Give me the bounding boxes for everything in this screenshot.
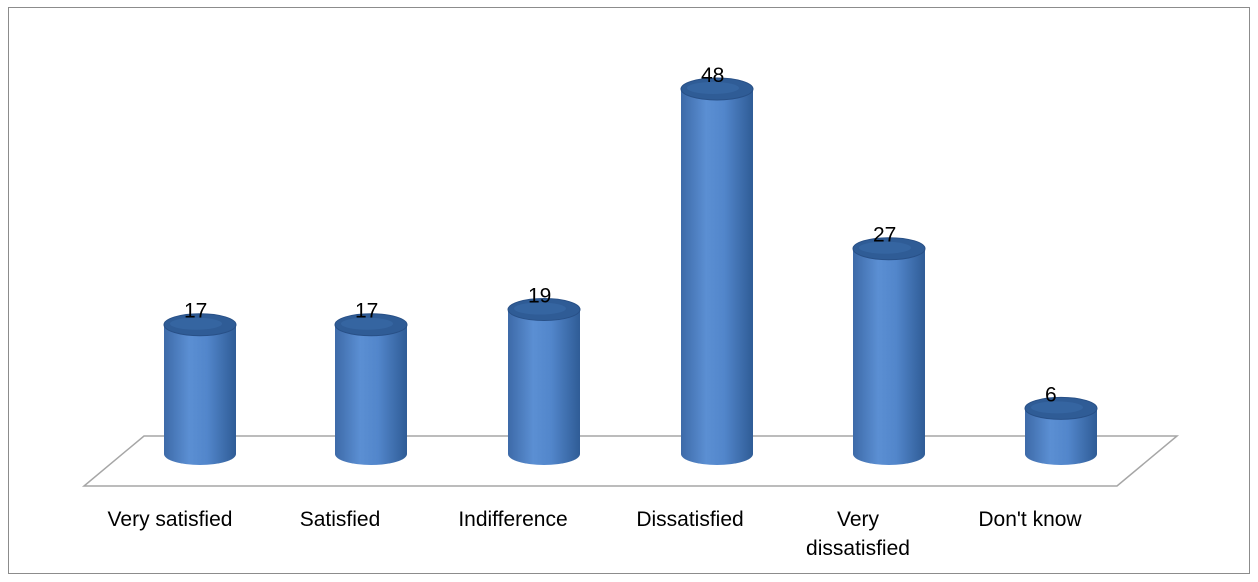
bar-top-sheen-6 bbox=[1031, 401, 1083, 414]
data-label-4: 48 bbox=[701, 64, 724, 87]
bar-3 bbox=[507, 298, 581, 465]
bar-body-1 bbox=[164, 324, 236, 465]
bar-body-3 bbox=[508, 309, 580, 465]
bar-1 bbox=[163, 313, 237, 465]
bar-top-sheen-4 bbox=[687, 82, 739, 94]
bar-body-5 bbox=[853, 248, 925, 465]
category-label-2: Satisfied bbox=[299, 508, 381, 531]
data-label-3: 19 bbox=[528, 285, 551, 308]
data-label-5: 27 bbox=[873, 224, 896, 247]
category-label-5: Very dissatisfied bbox=[806, 508, 910, 560]
category-label-6: Don't know bbox=[978, 508, 1082, 531]
bar-top-sheen-1 bbox=[170, 317, 222, 330]
chart-floor bbox=[81, 435, 1180, 487]
bar-top-sheen-3 bbox=[514, 302, 566, 315]
data-label-1: 17 bbox=[184, 300, 207, 323]
data-label-6: 6 bbox=[1045, 383, 1057, 406]
bar-4 bbox=[680, 77, 754, 465]
category-label-4: Dissatisfied bbox=[636, 508, 744, 531]
bar-5 bbox=[852, 237, 926, 465]
data-labels-layer: 17 17 19 48 27 6 bbox=[184, 64, 1057, 406]
bar-body-2 bbox=[335, 324, 407, 465]
bar-top-sheen-5 bbox=[859, 241, 911, 254]
bars-layer bbox=[163, 77, 1098, 465]
bar-top-sheen-2 bbox=[341, 317, 393, 330]
bar-body-4 bbox=[681, 89, 753, 465]
category-label-3: Indifference bbox=[458, 508, 568, 531]
bar-2 bbox=[334, 313, 408, 465]
bar-body-6 bbox=[1025, 408, 1097, 465]
bar-6 bbox=[1024, 396, 1098, 465]
category-label-1: Very satisfied bbox=[107, 508, 233, 531]
data-label-2: 17 bbox=[355, 300, 378, 323]
